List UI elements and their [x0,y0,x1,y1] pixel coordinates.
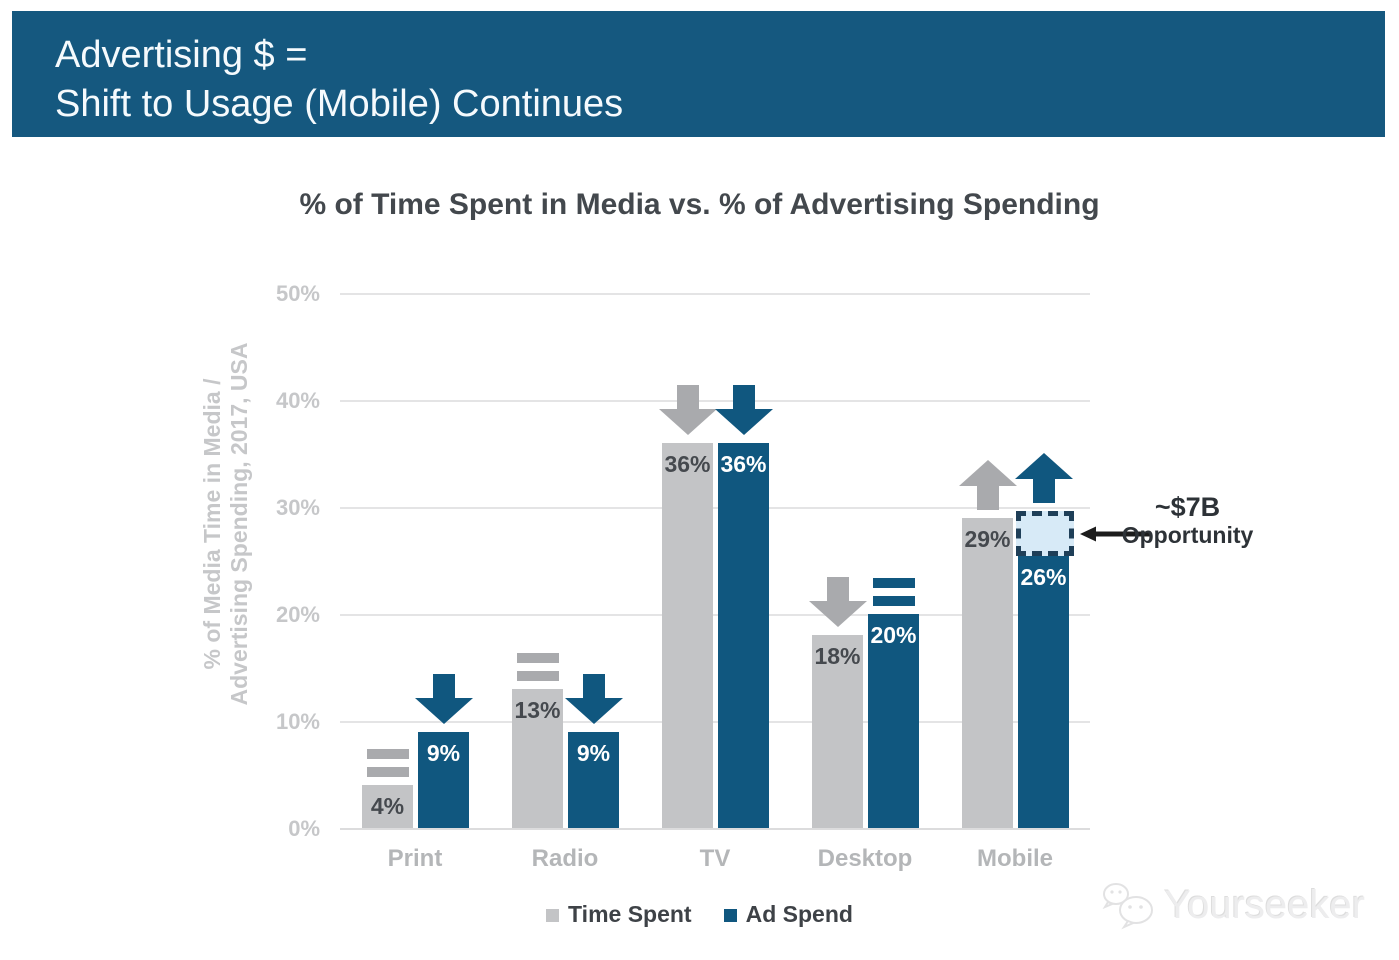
annotation-value: ~$7B [1154,492,1221,522]
trend-down-icon [415,674,473,724]
bar-value-label: 36% [664,451,711,477]
bar-time-spent-radio [512,689,563,828]
bar-ad-spend-print [418,732,469,828]
trend-flat-icon [517,653,559,681]
bar-ad-spend-radio [568,732,619,828]
trend-up-icon [959,460,1017,510]
legend-swatch [723,909,737,922]
x-axis-category-label: Mobile [977,845,1053,872]
y-axis-label-line1: % of Media Time in Media / [199,378,225,670]
trend-down-icon [565,674,623,724]
wechat-icon [1102,883,1154,930]
y-axis-label: % of Media Time in Media / Advertising S… [199,314,255,734]
y-axis-tick-label: 40% [275,388,320,413]
chart-title: % of Time Spent in Media vs. % of Advert… [299,188,1100,221]
bar-ad-spend-tv [718,443,769,828]
y-axis-tick-label: 30% [275,495,320,520]
annotation-arrow-icon [1080,525,1152,543]
y-axis-tick-label: 20% [275,602,320,627]
trend-down-icon [659,385,717,435]
trend-flat-icon [873,578,915,606]
y-axis-tick-label: 0% [288,816,320,841]
legend-item-time-spent: Time Spent [546,901,692,928]
legend-label: Ad Spend [745,901,853,927]
banner-line2: Shift to Usage (Mobile) Continues [55,83,624,125]
x-axis-category-label: TV [699,845,731,872]
annotation-label: Opportunity [1121,522,1254,548]
y-axis-label-line2: Advertising Spending, 2017, USA [226,342,252,706]
x-axis-category-label: Desktop [817,845,913,872]
legend-label: Time Spent [568,901,692,927]
watermark-text: Yourseeker [1164,882,1365,927]
trend-down-icon [809,577,867,627]
bar-value-label: 29% [964,526,1011,552]
gridline [340,507,1090,509]
legend-item-ad-spend: Ad Spend [723,901,853,928]
annotation: ~$7B Opportunity [1105,493,1270,549]
gridline [340,721,1090,723]
legend-swatch [546,909,560,922]
banner-line1: Advertising $ = [55,34,308,76]
bar-value-label: 18% [814,643,861,669]
trend-down-icon [715,385,773,435]
gridline [340,400,1090,402]
opportunity-box [1016,511,1074,556]
bar-value-label: 20% [870,622,917,648]
bar-ad-spend-desktop [868,614,919,828]
bar-value-label: 26% [1020,564,1067,590]
x-axis-category-label: Radio [531,845,599,872]
trend-flat-icon [367,749,409,777]
bar-value-label: 4% [370,793,405,819]
trend-up-icon [1015,453,1073,503]
y-axis-tick-label: 50% [275,281,320,306]
bar-value-label: 13% [514,697,561,723]
bar-time-spent-print [362,785,413,828]
bar-time-spent-tv [662,443,713,828]
bar-ad-spend-mobile [1018,550,1069,828]
title-banner: Advertising $ = Shift to Usage (Mobile) … [12,11,1385,137]
gridline [340,293,1090,295]
legend: Time Spent Ad Spend [0,901,1399,928]
bar-value-label: 9% [426,740,461,766]
bar-time-spent-desktop [812,635,863,828]
y-axis-tick-label: 10% [275,709,320,734]
x-axis-category-label: Print [387,845,443,872]
gridline [340,828,1090,830]
bar-time-spent-mobile [962,518,1013,828]
watermark: Yourseeker [1100,880,1365,930]
bar-value-label: 9% [576,740,611,766]
bar-value-label: 36% [720,451,767,477]
gridline [340,614,1090,616]
